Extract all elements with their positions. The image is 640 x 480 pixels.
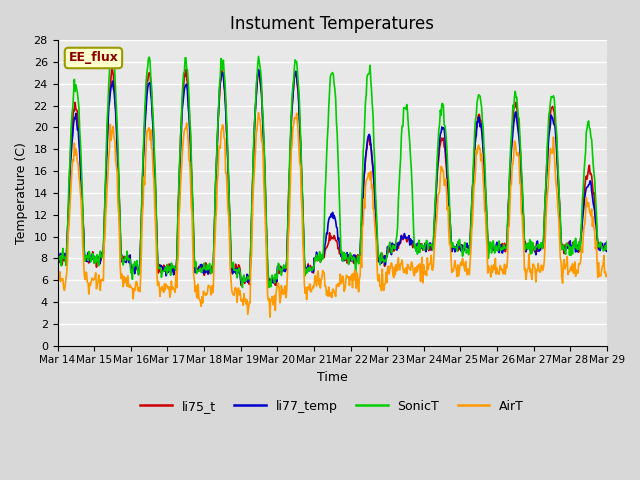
Title: Instument Temperatures: Instument Temperatures [230,15,434,33]
X-axis label: Time: Time [317,371,348,384]
Legend: li75_t, li77_temp, SonicT, AirT: li75_t, li77_temp, SonicT, AirT [135,395,529,418]
Y-axis label: Temperature (C): Temperature (C) [15,142,28,244]
Text: EE_flux: EE_flux [68,51,118,64]
